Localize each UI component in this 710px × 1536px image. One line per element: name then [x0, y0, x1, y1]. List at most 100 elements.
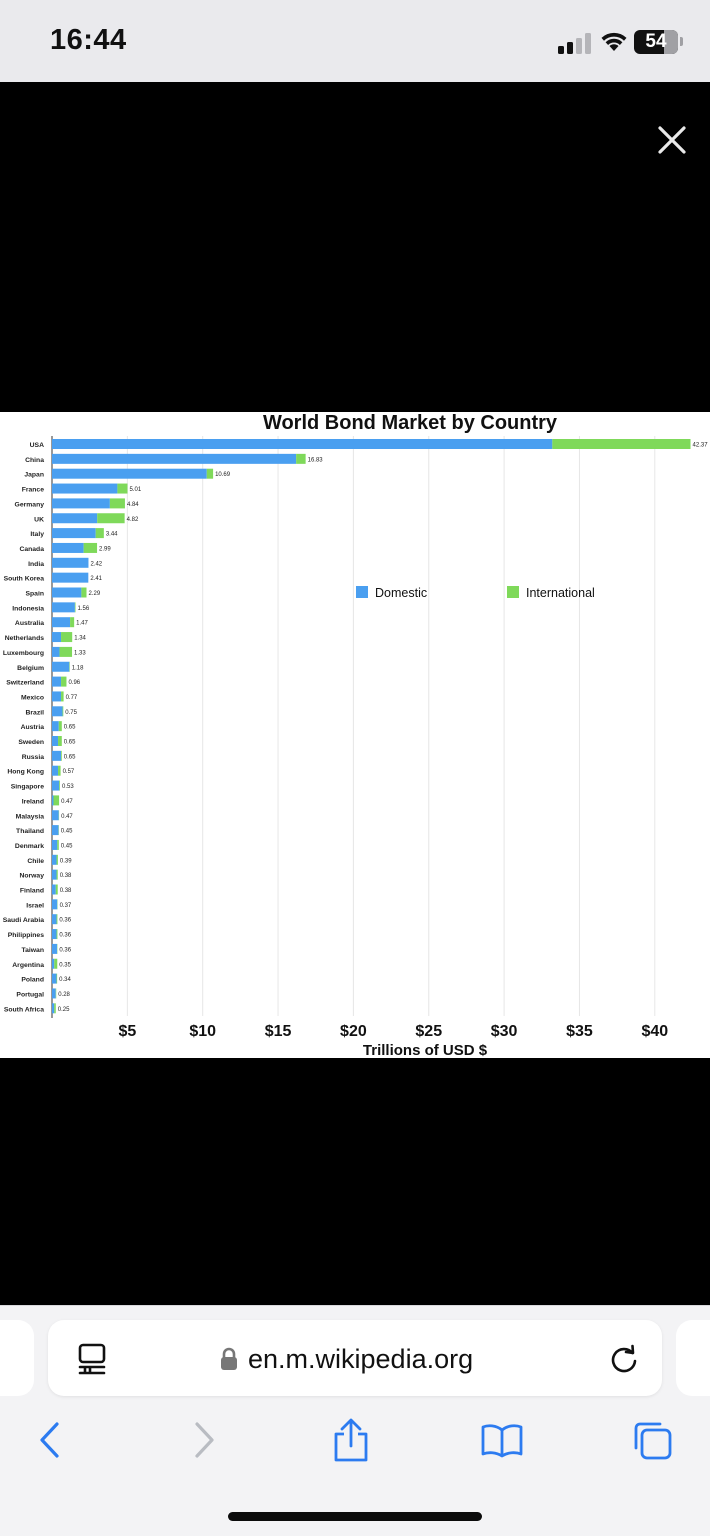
- y-tick-label: Finland: [20, 888, 44, 895]
- legend-swatch: [507, 586, 519, 598]
- bar-domestic: [52, 750, 62, 761]
- data-label: 2.99: [99, 546, 111, 552]
- bar-international: [61, 691, 64, 702]
- status-time: 16:44: [50, 24, 127, 56]
- data-label: 0.38: [60, 873, 72, 879]
- y-tick-label: Mexico: [21, 694, 44, 701]
- data-label: 2.41: [90, 576, 102, 582]
- bar-domestic: [52, 869, 57, 880]
- bar-domestic: [52, 736, 59, 746]
- data-label: 0.35: [59, 962, 71, 968]
- y-tick-label: USA: [30, 442, 44, 449]
- bar-international: [56, 929, 58, 940]
- bar-domestic: [52, 706, 63, 717]
- chart-image[interactable]: World Bond Market by Country USA 42.37 Chin…: [0, 412, 710, 1059]
- y-tick-label: Indonesia: [12, 605, 44, 612]
- bar-domestic: [52, 602, 75, 613]
- bar-international: [58, 736, 62, 746]
- bar-domestic: [52, 825, 59, 836]
- bar-domestic: [52, 973, 57, 984]
- bar-international: [56, 869, 58, 880]
- data-label: 10.69: [215, 472, 231, 478]
- bar-international: [296, 453, 306, 464]
- bar-domestic: [52, 513, 98, 524]
- y-tick-label: Poland: [21, 977, 44, 984]
- bar-domestic: [52, 572, 89, 583]
- bookmarks-icon[interactable]: [480, 1422, 524, 1458]
- data-label: 0.45: [61, 829, 73, 835]
- y-tick-label: Luxembourg: [3, 650, 44, 657]
- bar-international: [70, 617, 75, 628]
- y-tick-label: Brazil: [25, 709, 44, 716]
- bar-domestic: [52, 646, 60, 657]
- bar-international: [54, 1003, 56, 1014]
- data-label: 0.47: [61, 814, 73, 820]
- data-label: 1.18: [72, 665, 84, 671]
- data-label: 0.28: [58, 992, 70, 998]
- bar-domestic: [52, 780, 60, 791]
- x-tick-label: $40: [641, 1023, 668, 1040]
- bar-domestic: [52, 884, 56, 895]
- data-label: 0.65: [64, 754, 76, 760]
- data-label: 0.36: [59, 933, 71, 939]
- reload-icon[interactable]: [608, 1343, 640, 1375]
- bar-domestic: [52, 453, 297, 464]
- back-icon[interactable]: [38, 1422, 62, 1458]
- data-label: 0.37: [60, 903, 72, 909]
- data-label: 42.37: [693, 443, 709, 449]
- cellular-signal-icon: [558, 32, 592, 54]
- bar-international: [58, 765, 61, 776]
- bar-domestic: [52, 765, 59, 776]
- data-label: 0.65: [64, 725, 76, 731]
- bar-international: [61, 632, 73, 643]
- bar-international: [61, 676, 67, 687]
- y-tick-label: Saudi Arabia: [3, 917, 45, 924]
- bar-domestic: [52, 483, 118, 494]
- data-label: 3.44: [106, 532, 118, 538]
- data-label: 1.47: [76, 621, 88, 627]
- y-tick-label: Netherlands: [5, 635, 45, 642]
- y-tick-label: Canada: [19, 546, 44, 553]
- tabs-icon[interactable]: [632, 1420, 672, 1460]
- y-tick-label: Japan: [24, 472, 44, 479]
- close-icon[interactable]: [652, 120, 692, 160]
- image-viewer-backdrop: [0, 82, 710, 412]
- bar-international: [81, 587, 87, 598]
- page-menu-icon[interactable]: [78, 1343, 106, 1375]
- y-tick-label: Argentina: [12, 962, 44, 969]
- x-tick-label: $30: [491, 1023, 518, 1040]
- bar-international: [56, 914, 58, 925]
- data-label: 5.01: [130, 487, 142, 493]
- address-bar[interactable]: [48, 1320, 662, 1396]
- bar-domestic: [52, 721, 59, 732]
- y-tick-label: South Africa: [4, 1006, 44, 1013]
- y-tick-label: Belgium: [17, 665, 44, 672]
- data-label: 16.83: [308, 457, 324, 463]
- x-tick-label: $10: [189, 1023, 216, 1040]
- url-field[interactable]: en.m.wikipedia.org: [220, 1341, 473, 1377]
- bar-international: [59, 780, 60, 791]
- bar-international: [57, 839, 59, 850]
- data-label: 0.47: [61, 799, 73, 805]
- data-label: 1.56: [78, 606, 90, 612]
- next-tab-peek[interactable]: [676, 1320, 710, 1396]
- y-tick-label: Chile: [27, 858, 44, 865]
- bar-international: [58, 721, 62, 732]
- previous-tab-peek[interactable]: [0, 1320, 34, 1396]
- battery-level: 54: [645, 31, 667, 52]
- home-indicator[interactable]: [228, 1512, 482, 1521]
- bar-international: [206, 468, 214, 479]
- bar-domestic: [52, 988, 56, 999]
- bar-international: [54, 958, 58, 969]
- y-tick-label: Austria: [21, 724, 45, 731]
- bar-domestic: [52, 617, 71, 628]
- y-tick-label: Thailand: [16, 828, 44, 835]
- bar-domestic: [52, 810, 59, 821]
- data-label: 1.33: [74, 650, 86, 656]
- bar-domestic: [52, 943, 58, 954]
- data-label: 0.36: [59, 918, 71, 924]
- forward-icon[interactable]: [192, 1422, 216, 1458]
- bar-international: [53, 795, 60, 806]
- share-icon[interactable]: [332, 1418, 370, 1462]
- data-label: 0.77: [66, 695, 78, 701]
